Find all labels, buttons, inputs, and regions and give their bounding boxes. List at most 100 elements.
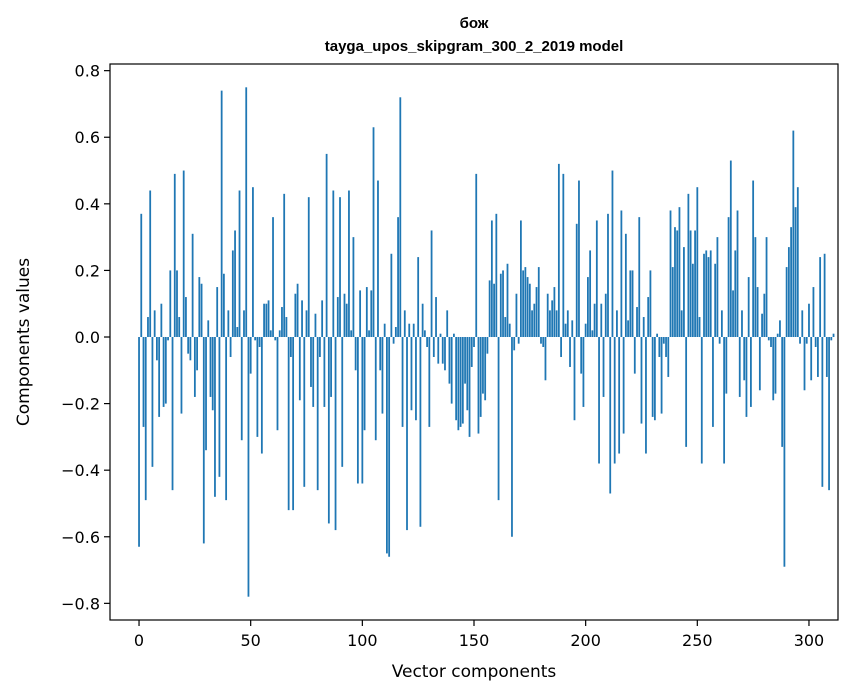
bar-263	[725, 337, 728, 394]
bar-218	[624, 233, 627, 338]
bar-235	[662, 337, 665, 344]
bar-145	[461, 337, 464, 424]
bar-107	[377, 180, 379, 338]
bar-184	[549, 310, 551, 337]
bar-177	[533, 303, 536, 337]
bar-9	[158, 337, 161, 417]
bar-165	[506, 263, 509, 338]
bar-292	[790, 227, 792, 338]
bar-128	[423, 330, 426, 338]
bar-256	[709, 250, 712, 337]
bar-21	[185, 297, 187, 337]
bar-169	[515, 293, 518, 337]
bar-122	[410, 337, 413, 411]
bar-299	[805, 337, 808, 344]
bar-233	[658, 337, 661, 357]
bar-148	[468, 337, 471, 437]
bar-119	[403, 310, 406, 337]
bar-154	[482, 337, 484, 394]
bar-17	[176, 270, 178, 338]
bar-176	[531, 310, 533, 337]
x-axis-label: Vector components	[392, 662, 557, 682]
bar-186	[553, 287, 556, 338]
bar-76	[307, 197, 310, 337]
chart-title: бож	[460, 15, 489, 32]
bar-232	[656, 333, 659, 338]
bar-40	[227, 310, 230, 337]
bar-226	[642, 317, 645, 338]
bar-185	[551, 300, 554, 337]
bar-180	[540, 337, 542, 344]
bar-156	[486, 337, 489, 354]
bar-212	[611, 170, 614, 338]
bar-16	[173, 173, 176, 338]
x-axis-ticks: 0 50 100 150 200 250 300	[134, 620, 824, 650]
y-axis-ticks: −0.8 −0.6 −0.4 −0.2 0.0 0.2 0.4 0.6 0.8	[61, 62, 110, 613]
bar-153	[479, 337, 482, 417]
bar-34	[214, 337, 216, 497]
bar-234	[660, 337, 663, 414]
bar-216	[620, 210, 623, 337]
bar-200	[584, 323, 587, 338]
bar-13	[167, 337, 169, 341]
bar-241	[676, 230, 679, 338]
bar-132	[432, 337, 435, 357]
bar-120	[406, 337, 408, 531]
bar-217	[622, 337, 625, 434]
bar-223	[636, 307, 638, 337]
bar-97	[354, 337, 357, 371]
bar-160	[495, 213, 498, 338]
bar-157	[488, 280, 491, 338]
bar-195	[573, 337, 576, 421]
bar-242	[678, 207, 681, 337]
bar-82	[321, 300, 324, 337]
bar-0	[138, 337, 140, 547]
bar-260	[718, 337, 721, 344]
bar-191	[564, 323, 567, 338]
bar-152	[477, 337, 480, 434]
bar-72	[298, 337, 301, 401]
bar-237	[667, 337, 670, 377]
bar-74	[303, 337, 306, 487]
bar-99	[359, 290, 362, 338]
bar-206	[598, 337, 600, 464]
bar-48	[245, 87, 248, 338]
bar-109	[381, 337, 384, 414]
bar-68	[289, 337, 292, 357]
bar-194	[571, 320, 574, 338]
bar-257	[712, 337, 714, 427]
bar-149	[470, 337, 473, 367]
bar-32	[209, 337, 212, 397]
bar-58	[267, 300, 270, 337]
bar-151	[475, 173, 478, 338]
bar-104	[370, 290, 373, 338]
bar-33	[211, 337, 214, 411]
bar-5	[149, 190, 152, 337]
bar-46	[240, 337, 243, 441]
bar-262	[723, 337, 726, 464]
bar-294	[794, 207, 797, 337]
bar-301	[810, 337, 813, 381]
bar-164	[504, 317, 507, 338]
bar-230	[651, 337, 654, 417]
bar-285	[774, 337, 777, 394]
bar-6	[151, 337, 154, 467]
y-tick-label-7: 0.6	[75, 128, 100, 147]
bar-143	[457, 337, 460, 431]
bar-270	[741, 310, 743, 337]
bar-125	[417, 257, 420, 337]
x-tick-label-300: 300	[794, 631, 825, 650]
bar-168	[513, 337, 516, 351]
bar-147	[466, 337, 469, 411]
bar-193	[569, 337, 571, 367]
x-tick-label-100: 100	[347, 631, 378, 650]
bar-49	[247, 337, 250, 597]
bar-284	[772, 337, 775, 401]
bar-123	[412, 323, 415, 338]
bar-231	[653, 337, 656, 421]
y-tick-label-2: −0.4	[61, 461, 100, 480]
bar-113	[390, 253, 393, 337]
bar-84	[325, 153, 328, 337]
bar-214	[616, 310, 618, 337]
